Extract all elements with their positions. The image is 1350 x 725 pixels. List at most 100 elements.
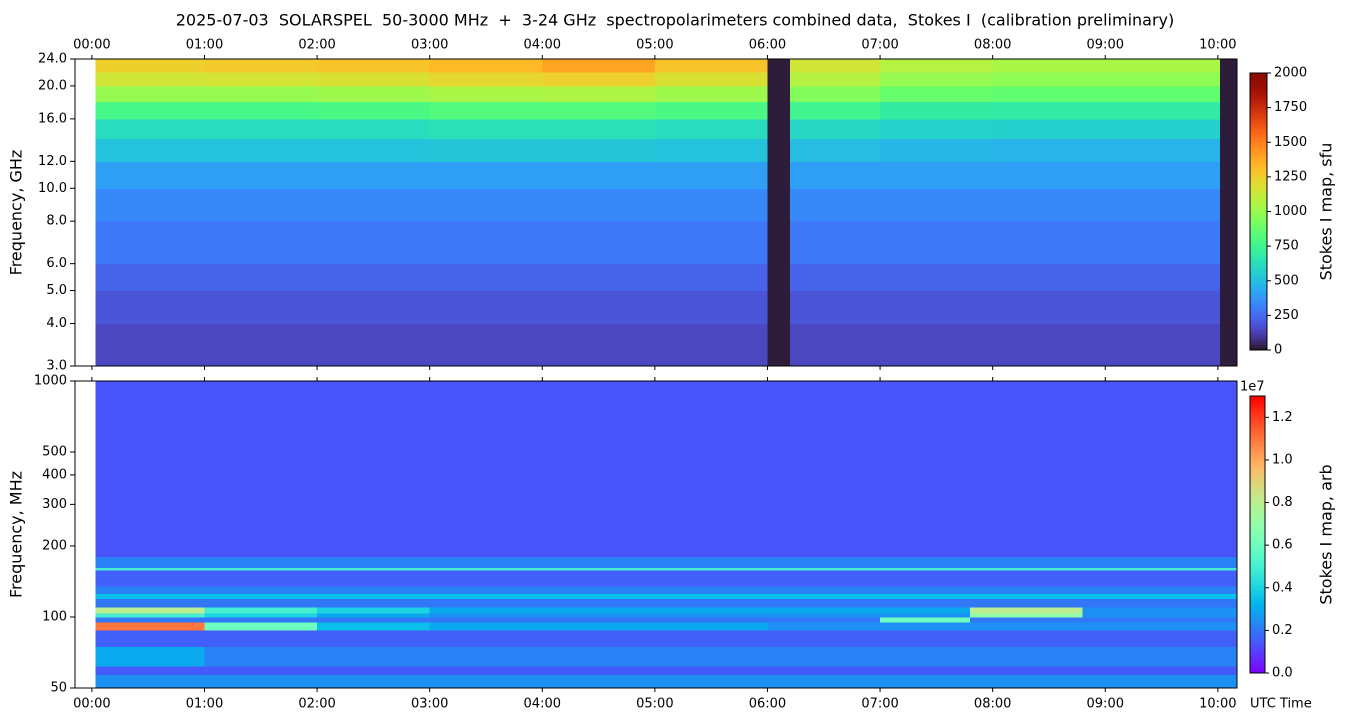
colorbar-segment (1250, 545, 1265, 549)
colorbar-segment (1250, 515, 1265, 519)
heatmap-cell (542, 85, 656, 102)
colorbar-segment (1250, 308, 1267, 312)
colorbar-segment (1250, 156, 1267, 160)
colorbar-segment (1250, 142, 1267, 146)
colorbar-label: Stokes I map, arb (1317, 464, 1336, 604)
heatmap-cell (317, 616, 431, 623)
colorbar-segment (1250, 398, 1265, 403)
colorbar-segment (1250, 239, 1267, 243)
colorbar-segment (1250, 567, 1265, 572)
heatmap-cell (95, 586, 205, 594)
colorbar-tick-label: 1250 (1274, 169, 1307, 184)
heatmap-cell (429, 586, 543, 594)
colorbar-segment (1250, 341, 1267, 345)
colorbar-segment (1250, 75, 1267, 80)
heatmap-cell (542, 381, 656, 558)
heatmap-cell (767, 598, 881, 608)
chart-title: 2025-07-03 SOLARSPEL 50-3000 MHz + 3-24 … (176, 11, 1175, 30)
colorbar-segment (1250, 631, 1265, 635)
heatmap-cell (992, 59, 1106, 73)
colorbar-segment (1250, 473, 1265, 477)
heatmap-cell (95, 570, 205, 587)
heatmap-cell (429, 188, 543, 222)
heatmap-cell (1082, 665, 1238, 676)
heatmap-cell (654, 598, 768, 608)
colorbar-segment (1250, 311, 1267, 315)
heatmap-cell (1105, 138, 1221, 162)
colorbar-segment (1250, 481, 1265, 486)
heatmap-cell (429, 381, 543, 558)
heatmap-cell (654, 221, 768, 265)
heatmap-cell (542, 598, 656, 608)
heatmap-cell (204, 593, 318, 599)
colorbar-segment (1250, 86, 1267, 91)
heatmap-cell (880, 607, 971, 614)
colorbar-segment (1250, 445, 1265, 450)
colorbar-segment (1250, 344, 1267, 348)
colorbar-segment (1250, 634, 1265, 638)
heatmap-cell (767, 612, 881, 618)
heatmap-cell (95, 161, 205, 189)
colorbar-segment (1250, 97, 1267, 102)
heatmap-cell (767, 630, 881, 647)
heatmap-cell (429, 622, 543, 631)
heatmap-cell (1220, 85, 1238, 102)
colorbar-segment (1250, 409, 1265, 414)
colorbar-segment (1250, 319, 1267, 323)
heatmap-cell (992, 323, 1106, 367)
heatmap-cell (767, 71, 791, 87)
heatmap-cell (204, 323, 318, 367)
heatmap-cell (204, 85, 318, 102)
heatmap-cell (204, 622, 318, 631)
heatmap-cell (429, 290, 543, 325)
colorbar-segment (1250, 664, 1265, 668)
heatmap-cell (429, 665, 543, 676)
heatmap-cell (789, 290, 881, 325)
colorbar-segment (1250, 114, 1267, 118)
y-tick-label: 20.0 (38, 78, 67, 93)
y-tick-label: 8.0 (46, 214, 67, 229)
heatmap-cell (95, 630, 205, 647)
colorbar-segment (1250, 667, 1265, 671)
heatmap-cell (767, 556, 881, 569)
x-tick-label: 02:00 (298, 38, 335, 53)
heatmap-cell (204, 138, 318, 162)
colorbar-segment (1250, 241, 1267, 246)
heatmap-cell (1220, 71, 1238, 87)
heatmap-cell (880, 71, 994, 87)
colorbar-segment (1250, 492, 1265, 497)
heatmap-cell (429, 101, 543, 120)
heatmap-cell (767, 674, 881, 689)
heatmap-cell (317, 323, 431, 367)
colorbar-tick-label: 1000 (1274, 204, 1307, 219)
colorbar-segment (1250, 434, 1265, 439)
heatmap-cell (880, 161, 994, 189)
heatmap-cell (767, 593, 881, 599)
colorbar-label: Stokes I map, sfu (1317, 143, 1336, 281)
heatmap-cell (429, 593, 543, 599)
heatmap-cell (429, 118, 543, 140)
heatmap-cell (880, 263, 994, 292)
colorbar-segment (1250, 636, 1265, 641)
colorbar-segment (1250, 264, 1267, 268)
colorbar-segment (1250, 347, 1267, 351)
heatmap-cell (204, 556, 318, 569)
y-tick-label: 500 (42, 445, 67, 460)
colorbar-segment (1250, 595, 1265, 599)
heatmap-cell (95, 567, 205, 571)
colorbar-segment (1250, 313, 1267, 318)
colorbar-tick-label: 0.6 (1272, 538, 1293, 553)
heatmap-cell (970, 381, 1084, 558)
colorbar-segment (1250, 448, 1265, 452)
y-tick-label: 50 (50, 681, 67, 696)
y-tick-label: 24.0 (38, 52, 67, 67)
heatmap-cell (95, 118, 205, 140)
colorbar-segment (1250, 573, 1265, 577)
colorbar-segment (1250, 150, 1267, 154)
heatmap-cell (767, 381, 881, 558)
y-tick-label: 4.0 (46, 316, 67, 331)
y-axis-label: Frequency, MHz (7, 471, 26, 598)
colorbar-segment (1250, 266, 1267, 271)
colorbar-segment (1250, 592, 1265, 596)
